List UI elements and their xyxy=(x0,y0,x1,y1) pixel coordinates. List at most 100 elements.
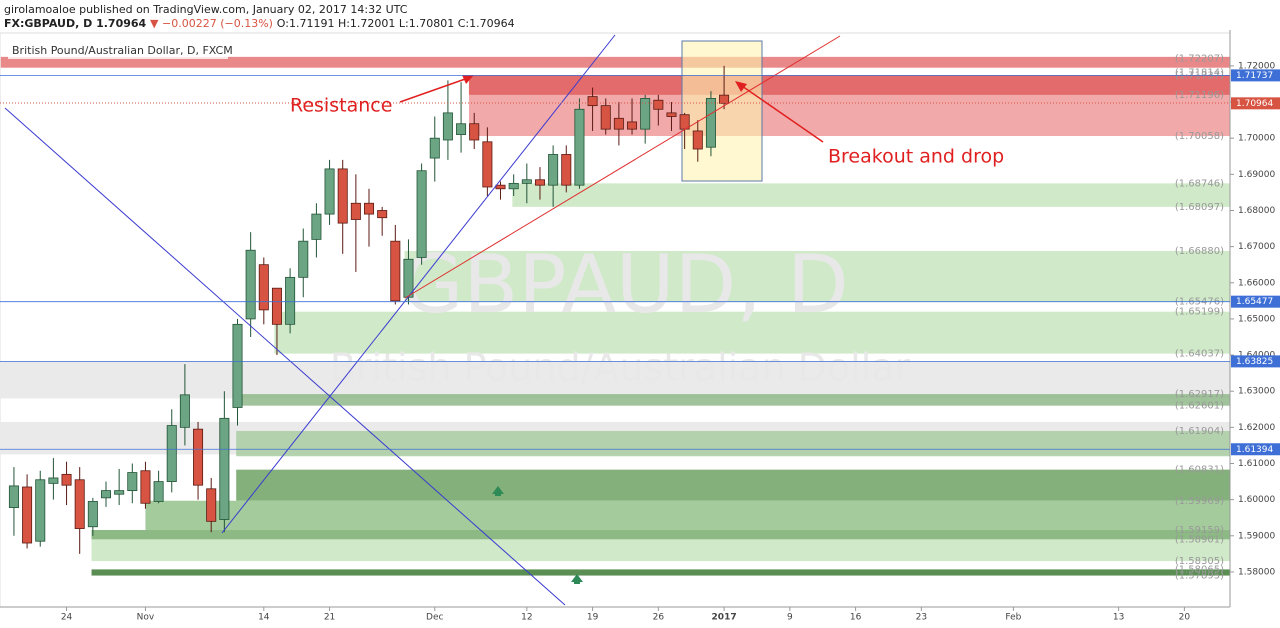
zone xyxy=(91,539,1230,562)
signal-arrow xyxy=(571,574,583,584)
marker-box xyxy=(1231,69,1280,82)
x-tick-label: 12 xyxy=(521,613,532,623)
highlight-box xyxy=(681,40,763,182)
price-label: (1.59159) xyxy=(1175,525,1224,536)
x-tick-label: 14 xyxy=(258,613,270,623)
x-tick-label: Dec xyxy=(426,613,443,623)
trend-line xyxy=(404,35,841,299)
price-label: (1.58065) xyxy=(1175,565,1224,576)
candle-body xyxy=(114,490,125,495)
candle-body xyxy=(403,258,414,298)
candle-body xyxy=(285,276,296,325)
candle-body xyxy=(8,485,19,508)
candle-body xyxy=(271,287,282,325)
x-tick-label: 21 xyxy=(324,613,335,623)
symbol: FX:GBPAUD, D xyxy=(4,17,93,30)
candle-body xyxy=(679,114,690,130)
watermark: GBPAUD, D xyxy=(401,238,848,331)
arrow xyxy=(399,77,469,103)
candle-body xyxy=(298,240,309,278)
price-label: (1.62601) xyxy=(1175,401,1224,412)
last: 1.70964 xyxy=(96,17,147,30)
price-label: (1.71196) xyxy=(1175,90,1224,101)
publisher: girolamoaloe published on TradingView.co… xyxy=(4,3,408,16)
price-label: (1.59969) xyxy=(1175,496,1224,507)
zone xyxy=(274,311,1230,354)
candle-body xyxy=(364,202,375,215)
candle-body xyxy=(87,501,98,528)
price-label: (1.57895) xyxy=(1175,571,1224,582)
x-tick-label: 23 xyxy=(916,613,927,623)
candle-body xyxy=(456,123,467,135)
x-tick-label: 26 xyxy=(653,613,665,623)
candle-body xyxy=(258,264,269,311)
candle-body xyxy=(692,130,703,150)
price-axis xyxy=(1230,30,1280,628)
annotation: Breakout and drop xyxy=(828,146,1004,168)
candle-body xyxy=(574,108,585,186)
legend-bg xyxy=(8,44,228,59)
y-tick-label: 1.59000 xyxy=(1238,531,1275,541)
candle-body xyxy=(232,323,243,408)
marker-box xyxy=(1231,443,1280,456)
marker-label: 1.71737 xyxy=(1236,71,1273,81)
change: ▼ −0.00227 (−0.13%) xyxy=(150,17,273,30)
marker-label: 1.70964 xyxy=(1236,99,1273,109)
price-label: (1.66880) xyxy=(1175,246,1224,257)
price-label: (1.62917) xyxy=(1175,389,1224,400)
arrow-head xyxy=(462,75,474,84)
zone xyxy=(404,250,1230,302)
zone xyxy=(468,75,1230,95)
x-tick-label: 9 xyxy=(787,613,793,623)
x-tick-label: 19 xyxy=(587,613,599,623)
marker-label: 1.63825 xyxy=(1236,357,1273,367)
candle-body xyxy=(153,481,164,502)
price-label: (1.70058) xyxy=(1175,131,1224,142)
candle-body xyxy=(179,394,190,428)
candle-body xyxy=(100,490,111,499)
annotation: Resistance xyxy=(290,95,392,117)
candle-body xyxy=(495,184,506,190)
marker-label: 1.61394 xyxy=(1236,445,1273,455)
x-tick-label: 13 xyxy=(1113,613,1124,623)
y-tick-label: 1.60000 xyxy=(1238,495,1275,505)
watermark-sub: British Pound/Australian Dollar xyxy=(330,346,911,390)
y-tick-label: 1.70000 xyxy=(1238,134,1275,144)
candle-body xyxy=(390,240,401,302)
candle-body xyxy=(640,98,651,130)
price-label: (1.58901) xyxy=(1175,534,1224,545)
price-label: (1.65476) xyxy=(1175,297,1224,308)
candle-body xyxy=(469,123,480,141)
candle-body xyxy=(442,112,453,141)
price-label: (1.71737) xyxy=(1175,70,1224,81)
candle-body xyxy=(719,94,730,104)
chart: GBPAUD, D British Pound/Australian Dolla… xyxy=(0,30,1280,628)
quote-line: FX:GBPAUD, D 1.70964 ▼ −0.00227 (−0.13%)… xyxy=(4,17,515,30)
signal-arrow xyxy=(492,486,504,496)
price-label: (1.68097) xyxy=(1175,202,1224,213)
trend-line xyxy=(4,107,566,606)
candle-body xyxy=(627,121,638,130)
y-tick-label: 1.65000 xyxy=(1238,314,1275,324)
marker-label: 1.65477 xyxy=(1236,297,1273,307)
zone xyxy=(91,530,1230,540)
y-tick-label: 1.63000 xyxy=(1238,387,1275,397)
candle-body xyxy=(548,154,559,186)
marker-box xyxy=(1231,295,1280,308)
candle-body xyxy=(140,470,151,504)
candle-body xyxy=(666,112,677,117)
y-tick-label: 1.58000 xyxy=(1238,567,1275,577)
legend: British Pound/Australian Dollar, D, FXCM xyxy=(12,44,233,57)
candle-body xyxy=(206,488,217,522)
candle-body xyxy=(166,425,177,482)
price-label: (1.60831) xyxy=(1175,465,1224,476)
candle-body xyxy=(245,249,256,320)
candle-body xyxy=(377,210,388,219)
zone xyxy=(0,56,1230,68)
candle-body xyxy=(587,96,598,107)
y-tick-label: 1.69000 xyxy=(1238,170,1275,180)
candle-body xyxy=(350,202,361,220)
x-tick-label: 2017 xyxy=(712,613,737,623)
candle-body xyxy=(193,428,204,486)
candle-body xyxy=(561,154,572,186)
